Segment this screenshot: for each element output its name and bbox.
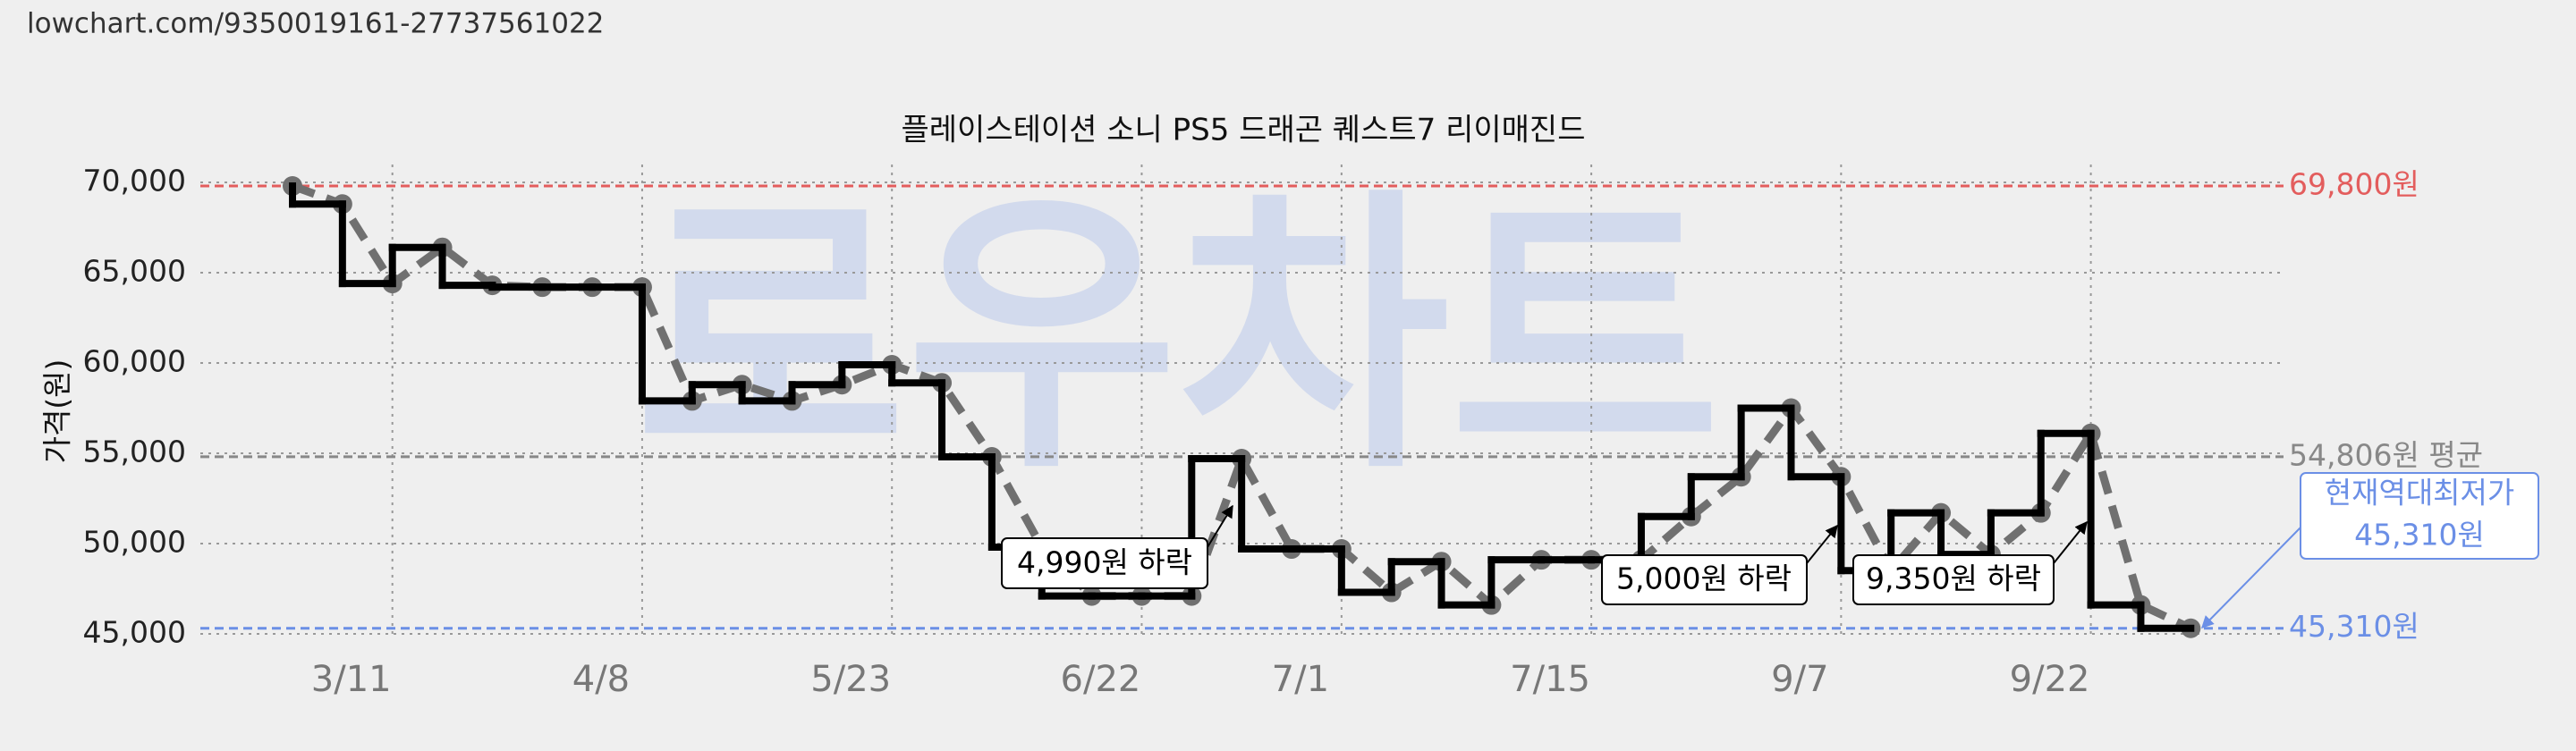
y-tick-label: 70,000 [83, 164, 186, 198]
x-tick-label: 7/1 [1272, 659, 1329, 700]
x-tick-label: 9/22 [2010, 659, 2090, 700]
annotation: 5,000원 하락 [1616, 561, 1792, 596]
arrow [1806, 524, 1838, 564]
arrow [1207, 504, 1233, 548]
y-tick-label: 45,000 [83, 615, 186, 650]
annotations: 4,990원 하락 5,000원 하락 9,350원 하락 현재역대최저가 45… [1001, 472, 2539, 629]
x-tick-label: 4/8 [572, 659, 630, 700]
current-low-label: 현재역대최저가 [2325, 476, 2515, 511]
x-tick-label: 6/22 [1061, 659, 1141, 700]
x-tick-label: 5/23 [810, 659, 891, 700]
annotation: 4,990원 하락 [1017, 545, 1192, 580]
y-tick-label: 60,000 [83, 344, 186, 379]
annotation-box [1852, 554, 2055, 605]
y-tick-label: 55,000 [83, 435, 186, 469]
y-tick-label: 50,000 [83, 525, 186, 560]
chart-title: 플레이스테이션 소니 PS5 드래곤 퀘스트7 리이매진드 [902, 113, 1586, 148]
url: lowchart.com/9350019161-27737561022 [27, 8, 604, 40]
x-tick-label: 9/7 [1771, 659, 1828, 700]
x-tick-label: 3/11 [311, 659, 392, 700]
annotation: 9,350원 하락 [1866, 561, 2041, 596]
current-low-value: 45,310원 [2354, 518, 2485, 553]
trend-line [291, 181, 2193, 632]
reference-label: 45,310원 [2289, 609, 2419, 644]
annotation-box [1001, 537, 1208, 589]
reference-label: 69,800원 [2289, 167, 2419, 202]
annotation-box [1601, 554, 1808, 605]
watermark: 로우차트 [635, 165, 1721, 508]
y-axis-label: 가격(원) [40, 359, 75, 464]
current-low-box [2300, 472, 2539, 560]
reference-label: 54,806원 평균 [2289, 437, 2483, 472]
y-tick-label: 65,000 [83, 254, 186, 289]
arrow [2201, 527, 2301, 629]
x-tick-label: 7/15 [1510, 659, 1590, 700]
arrow [2053, 520, 2088, 564]
